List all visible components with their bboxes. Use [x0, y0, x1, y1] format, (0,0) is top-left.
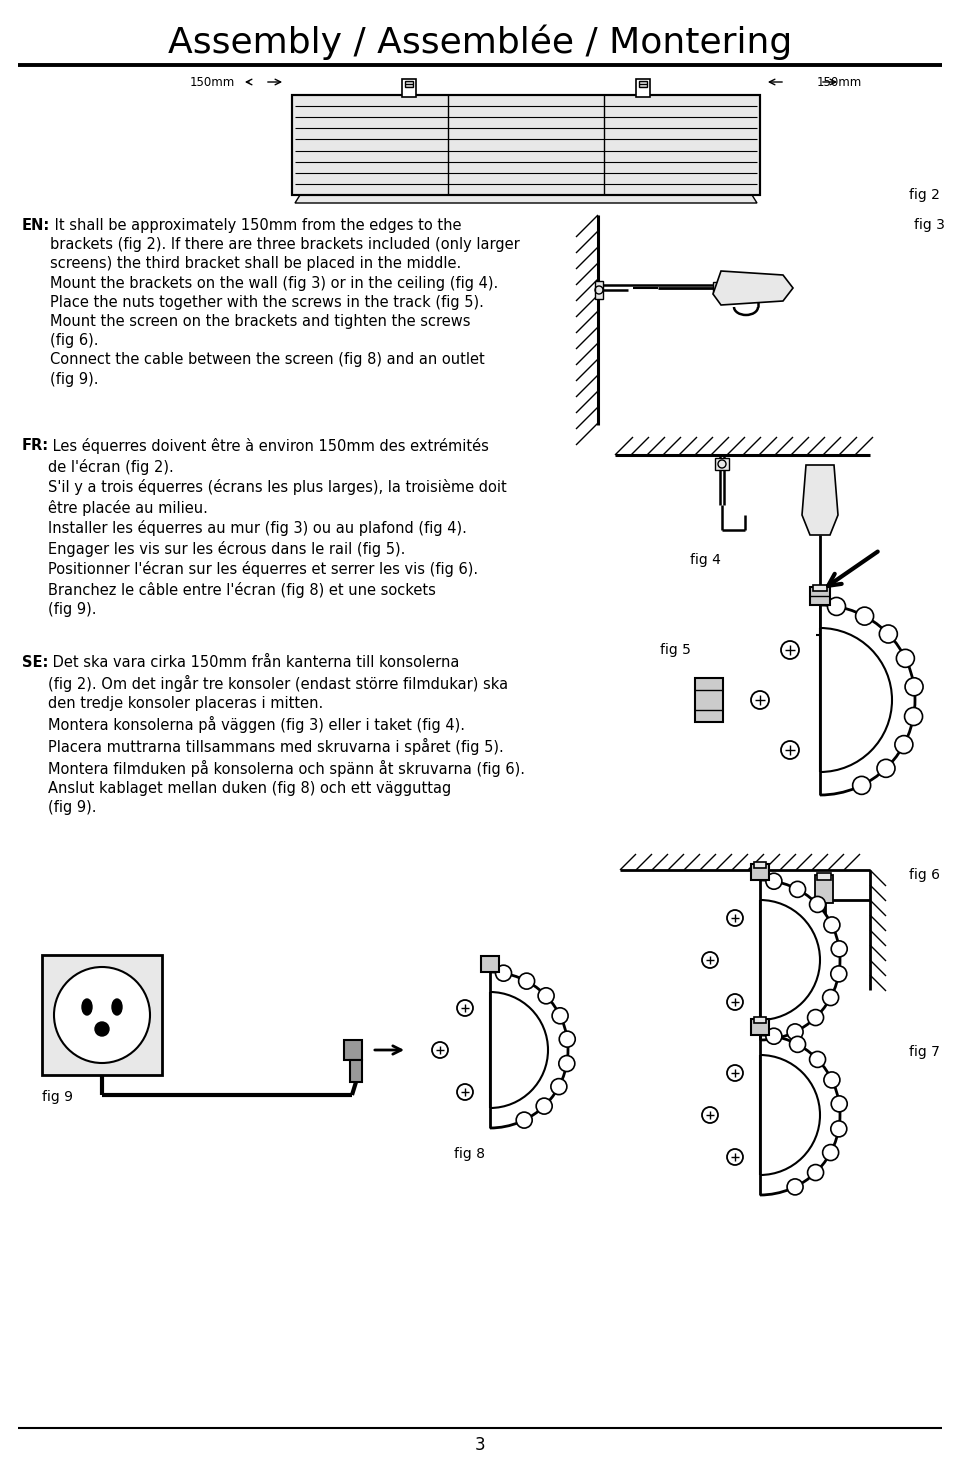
Circle shape — [830, 966, 847, 982]
Circle shape — [877, 760, 895, 777]
Circle shape — [855, 608, 874, 625]
Bar — [815, 875, 833, 903]
Circle shape — [904, 707, 923, 726]
Text: FR:: FR: — [22, 438, 49, 453]
Text: 150mm: 150mm — [817, 76, 862, 89]
Polygon shape — [295, 194, 757, 203]
Text: Les équerres doivent être à environ 150mm des extrémités
de l'écran (fig 2).
S'i: Les équerres doivent être à environ 150m… — [48, 438, 507, 617]
Circle shape — [789, 881, 805, 897]
Bar — [813, 584, 827, 592]
Circle shape — [727, 1065, 743, 1081]
Circle shape — [809, 897, 826, 913]
Circle shape — [560, 1031, 575, 1048]
Circle shape — [830, 1121, 847, 1137]
Circle shape — [781, 641, 799, 659]
Circle shape — [95, 1023, 109, 1036]
Circle shape — [766, 874, 781, 890]
Circle shape — [895, 735, 913, 754]
Circle shape — [727, 910, 743, 926]
Bar — [405, 80, 413, 88]
Circle shape — [789, 1036, 805, 1052]
Text: fig 9: fig 9 — [42, 1090, 73, 1105]
Bar — [810, 587, 830, 605]
Circle shape — [905, 678, 924, 695]
Bar — [636, 79, 650, 96]
Circle shape — [537, 1099, 552, 1115]
Ellipse shape — [112, 999, 122, 1015]
Circle shape — [518, 973, 535, 989]
Circle shape — [702, 1107, 718, 1124]
Circle shape — [807, 1010, 824, 1026]
Polygon shape — [820, 605, 915, 795]
Circle shape — [823, 1144, 839, 1160]
Text: EN:: EN: — [22, 218, 50, 232]
Circle shape — [809, 1052, 826, 1068]
Circle shape — [495, 966, 512, 982]
Circle shape — [831, 941, 848, 957]
Text: It shall be approximately 150mm from the edges to the
brackets (fig 2). If there: It shall be approximately 150mm from the… — [50, 218, 519, 387]
Circle shape — [559, 1055, 575, 1071]
Circle shape — [852, 776, 871, 795]
Bar — [695, 678, 723, 722]
Circle shape — [432, 1042, 448, 1058]
Text: fig 7: fig 7 — [909, 1045, 940, 1059]
Polygon shape — [490, 972, 568, 1128]
Text: 150mm: 150mm — [189, 76, 234, 89]
Circle shape — [823, 989, 839, 1005]
Circle shape — [787, 1024, 804, 1040]
Polygon shape — [760, 1034, 840, 1195]
Polygon shape — [713, 270, 793, 305]
Circle shape — [457, 999, 473, 1015]
Ellipse shape — [82, 999, 92, 1015]
Bar — [715, 457, 729, 470]
Circle shape — [751, 691, 769, 709]
Bar — [817, 874, 831, 880]
Circle shape — [824, 1072, 840, 1088]
Text: fig 2: fig 2 — [909, 188, 940, 202]
Circle shape — [551, 1078, 566, 1094]
Circle shape — [897, 649, 914, 668]
Circle shape — [727, 993, 743, 1010]
Text: fig 4: fig 4 — [690, 554, 721, 567]
Bar — [42, 955, 162, 1075]
Circle shape — [766, 1029, 781, 1045]
Text: 3: 3 — [474, 1436, 486, 1454]
Text: Assembly / Assemblée / Montering: Assembly / Assemblée / Montering — [168, 25, 792, 60]
Text: fig 5: fig 5 — [660, 643, 691, 657]
Bar — [292, 95, 760, 194]
Circle shape — [702, 953, 718, 969]
Bar — [639, 80, 647, 88]
Text: Det ska vara cirka 150mm från kanterna till konsolerna
(fig 2). Om det ingår tre: Det ska vara cirka 150mm från kanterna t… — [48, 655, 525, 815]
Bar — [751, 1018, 769, 1034]
Bar — [292, 95, 760, 194]
Bar — [344, 1040, 362, 1061]
Polygon shape — [802, 465, 838, 535]
Text: fig 3: fig 3 — [914, 218, 945, 232]
Bar — [713, 282, 721, 294]
Bar — [350, 1061, 362, 1083]
Bar — [754, 1017, 766, 1023]
Circle shape — [727, 1148, 743, 1164]
Bar — [402, 79, 416, 96]
Circle shape — [54, 967, 150, 1064]
Circle shape — [457, 1084, 473, 1100]
Bar — [751, 863, 769, 880]
Circle shape — [516, 1112, 532, 1128]
Circle shape — [831, 1096, 848, 1112]
Circle shape — [807, 1164, 824, 1180]
Circle shape — [539, 988, 554, 1004]
Circle shape — [787, 1179, 804, 1195]
Circle shape — [824, 918, 840, 934]
Bar — [481, 955, 499, 972]
Text: SE:: SE: — [22, 655, 48, 671]
Circle shape — [879, 625, 898, 643]
Bar — [754, 862, 766, 868]
Text: fig 8: fig 8 — [454, 1147, 486, 1161]
Circle shape — [552, 1008, 568, 1024]
Polygon shape — [760, 880, 840, 1040]
Text: fig 6: fig 6 — [909, 868, 940, 882]
Bar — [595, 281, 603, 300]
Circle shape — [781, 741, 799, 760]
Circle shape — [828, 598, 846, 615]
